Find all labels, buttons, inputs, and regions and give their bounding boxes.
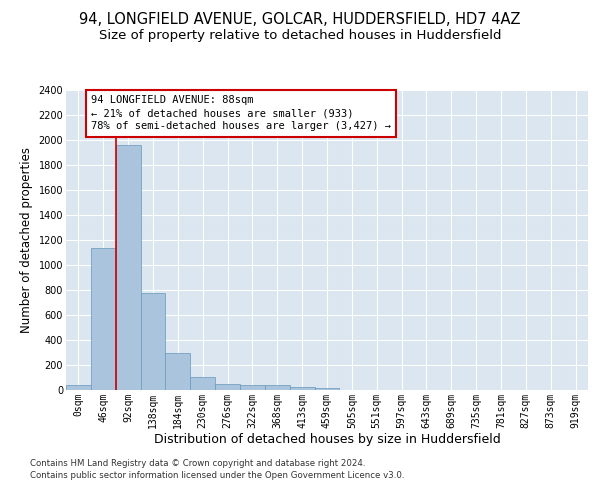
Bar (166, 352, 190, 390)
Bar (240, 385, 265, 390)
Bar (91, 248, 116, 390)
Text: Contains HM Land Registry data © Crown copyright and database right 2024.: Contains HM Land Registry data © Crown c… (30, 458, 365, 468)
Text: Distribution of detached houses by size in Huddersfield: Distribution of detached houses by size … (154, 432, 500, 446)
Bar (116, 145, 140, 390)
Bar (66, 385, 91, 390)
Bar (314, 388, 340, 390)
Bar (215, 384, 240, 390)
Bar (265, 385, 290, 390)
Bar (190, 377, 215, 390)
Text: 94, LONGFIELD AVENUE, GOLCAR, HUDDERSFIELD, HD7 4AZ: 94, LONGFIELD AVENUE, GOLCAR, HUDDERSFIE… (79, 12, 521, 28)
Text: Size of property relative to detached houses in Huddersfield: Size of property relative to detached ho… (99, 29, 501, 42)
Bar (290, 387, 314, 390)
Text: Contains public sector information licensed under the Open Government Licence v3: Contains public sector information licen… (30, 471, 404, 480)
Y-axis label: Number of detached properties: Number of detached properties (20, 147, 33, 333)
Text: 94 LONGFIELD AVENUE: 88sqm
← 21% of detached houses are smaller (933)
78% of sem: 94 LONGFIELD AVENUE: 88sqm ← 21% of deta… (91, 95, 391, 132)
Bar (140, 293, 166, 390)
